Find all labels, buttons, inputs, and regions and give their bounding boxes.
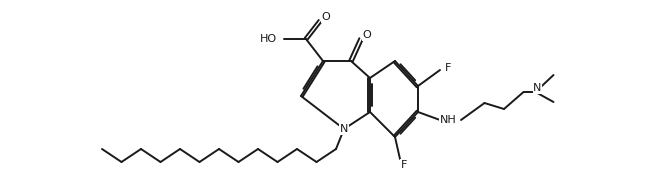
Text: F: F	[445, 63, 452, 73]
Text: F: F	[401, 160, 407, 170]
Text: NH: NH	[440, 115, 456, 125]
Text: N: N	[340, 124, 348, 134]
Text: HO: HO	[260, 34, 277, 44]
Text: O: O	[322, 12, 330, 22]
Text: O: O	[363, 30, 371, 40]
Text: N: N	[533, 83, 542, 93]
